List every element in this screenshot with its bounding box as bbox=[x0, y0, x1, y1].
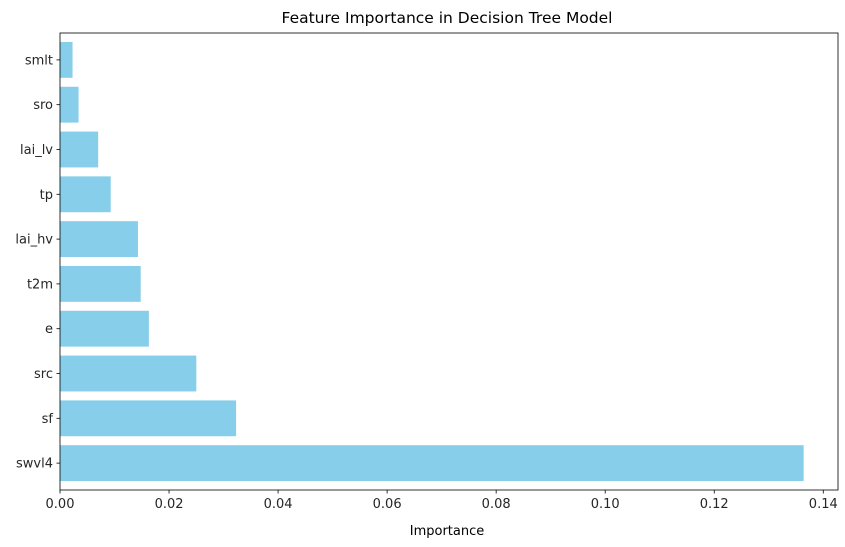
chart-title: Feature Importance in Decision Tree Mode… bbox=[282, 9, 613, 27]
x-tick-label: 0.12 bbox=[700, 497, 729, 512]
y-tick-label: swvl4 bbox=[16, 457, 53, 472]
bar-smlt bbox=[60, 41, 73, 78]
y-tick-label: e bbox=[45, 322, 53, 337]
bar-lai-hv bbox=[60, 221, 138, 258]
x-axis-label: Importance bbox=[410, 524, 485, 539]
bar-tp bbox=[60, 176, 111, 213]
bar-swvl4 bbox=[60, 445, 804, 482]
y-tick-label: smlt bbox=[25, 53, 53, 68]
y-tick-label: lai_hv bbox=[15, 233, 53, 248]
bar-src bbox=[60, 355, 197, 392]
y-tick-label: sro bbox=[33, 98, 53, 113]
x-tick-label: 0.04 bbox=[264, 497, 293, 512]
y-axis-ticks: swvl4 sf src e t2m lai_hv tp lai_lv sro smlt bbox=[15, 53, 60, 472]
y-tick-label: sf bbox=[42, 412, 54, 427]
x-tick-label: 0.02 bbox=[155, 497, 184, 512]
y-tick-label: src bbox=[34, 367, 53, 382]
y-tick-label: tp bbox=[40, 188, 53, 203]
bar-sf bbox=[60, 400, 237, 437]
x-tick-label: 0.10 bbox=[591, 497, 620, 512]
bar-sro bbox=[60, 86, 79, 123]
x-axis-ticks: 0.00 0.02 0.04 0.06 0.08 0.10 0.12 0.14 bbox=[46, 490, 838, 512]
bar-lai-lv bbox=[60, 131, 99, 168]
x-tick-label: 0.06 bbox=[373, 497, 402, 512]
y-tick-label: t2m bbox=[27, 277, 53, 292]
axes-frame bbox=[59, 32, 839, 491]
bar-e bbox=[60, 310, 149, 347]
bars-group bbox=[60, 41, 804, 482]
x-tick-label: 0.08 bbox=[482, 497, 511, 512]
x-tick-label: 0.14 bbox=[809, 497, 838, 512]
y-tick-label: lai_lv bbox=[20, 143, 53, 158]
bar-t2m bbox=[60, 265, 141, 302]
x-tick-label: 0.00 bbox=[46, 497, 75, 512]
